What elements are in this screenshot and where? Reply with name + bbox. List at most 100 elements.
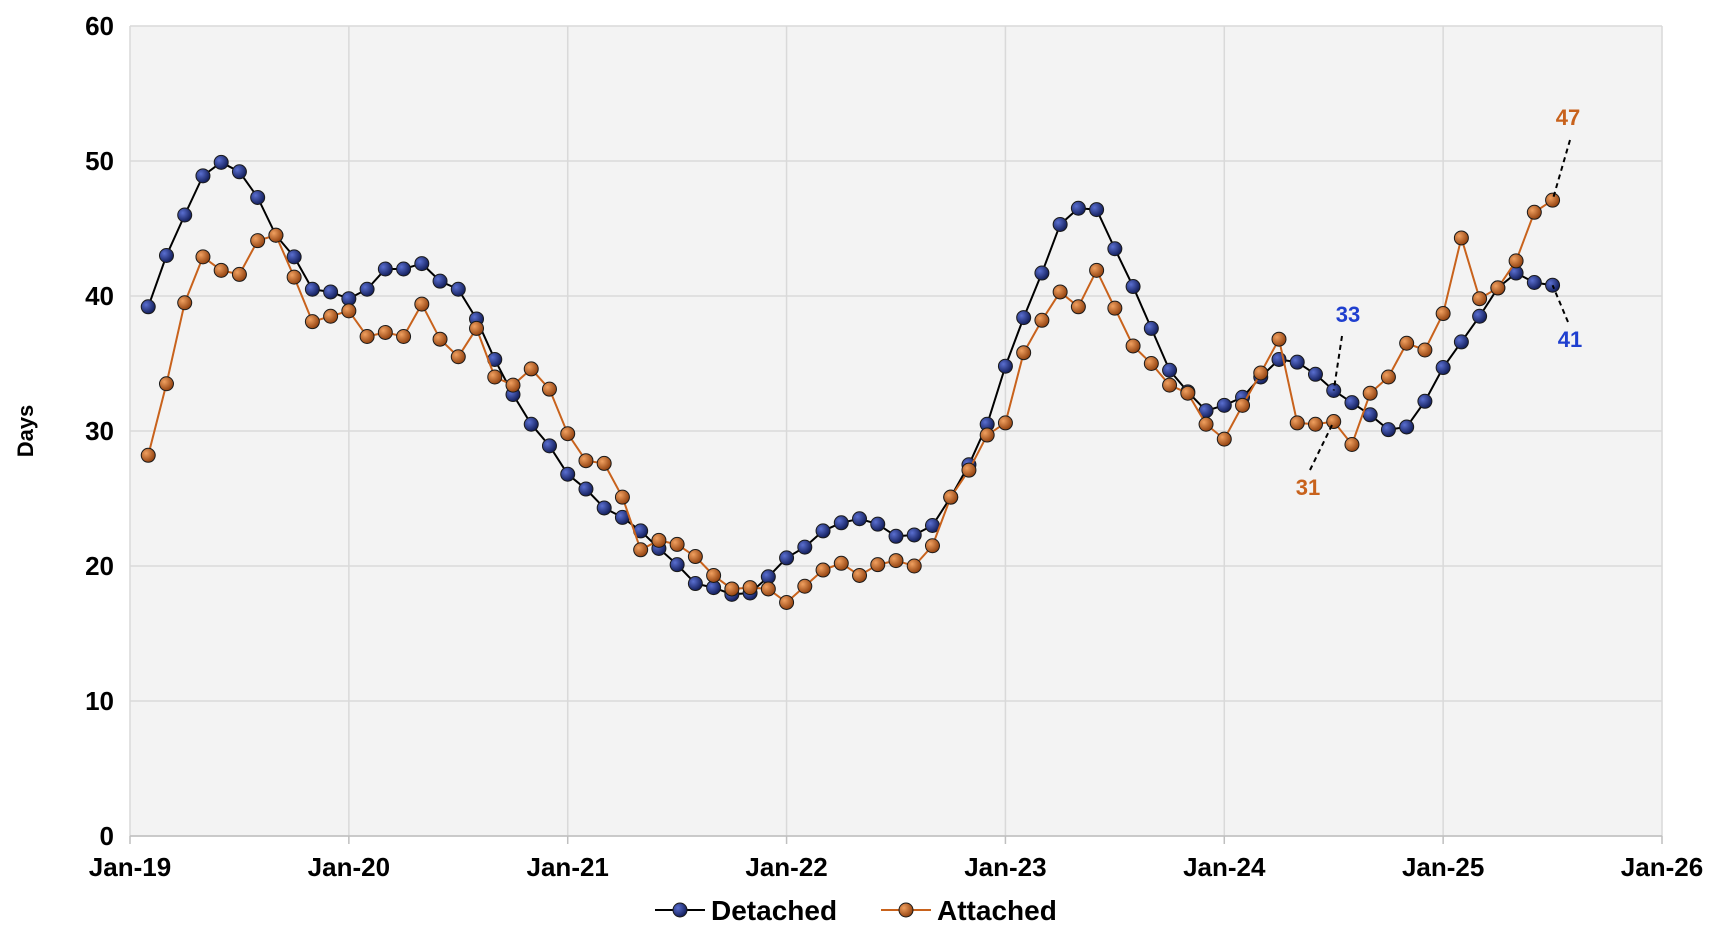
data-point-detached [833,515,849,531]
data-point-attached [1417,342,1433,358]
x-tick-label: Jan-22 [745,852,827,882]
legend-label-detached: Detached [711,895,837,926]
data-point-detached [1016,310,1032,326]
data-point-attached [1490,280,1506,296]
x-tick-label: Jan-21 [527,852,609,882]
legend: Detached Attached [655,895,1057,926]
data-point-attached [706,567,722,583]
data-point-attached [888,553,904,569]
data-point-detached [1472,308,1488,324]
data-point-detached [450,281,466,297]
data-point-attached [286,269,302,285]
data-point-attached [195,249,211,265]
data-point-attached [1380,369,1396,385]
legend-label-attached: Attached [937,895,1057,926]
data-point-attached [852,567,868,583]
x-tick-labels: Jan-19 Jan-20 Jan-21 Jan-22 Jan-23 Jan-24 Jan-… [89,852,1703,882]
y-tick-label: 40 [85,281,114,311]
data-point-attached [1362,385,1378,401]
data-point-detached [304,281,320,297]
data-point-attached [633,542,649,558]
data-point-attached [1399,335,1415,351]
x-tick-label: Jan-24 [1183,852,1266,882]
data-point-attached [1472,291,1488,307]
data-point-attached [304,314,320,330]
data-point-detached [1435,360,1451,376]
data-point-attached [1508,253,1524,269]
data-point-detached [779,550,795,566]
data-point-attached [779,594,795,610]
data-point-detached [1125,279,1141,295]
data-point-detached [578,481,594,497]
data-point-attached [578,453,594,469]
annotation-label: 47 [1556,105,1580,130]
data-point-attached [1052,284,1068,300]
annotations: 47 41 33 31 [1296,105,1582,500]
annotation-leader [1332,335,1343,391]
data-point-attached [1198,416,1214,432]
data-point-attached [1089,262,1105,278]
data-point-detached [1344,395,1360,411]
data-point-detached [195,168,211,184]
data-point-attached [1034,312,1050,328]
data-point-attached [1143,356,1159,371]
data-point-attached [943,489,959,505]
data-point-attached [760,581,776,597]
data-point-attached [231,266,247,282]
data-point-detached [323,284,339,300]
data-point-detached [1052,216,1068,232]
data-point-detached [997,358,1013,374]
data-point-attached [961,462,977,478]
data-point-attached [432,331,448,347]
data-point-detached [396,261,412,277]
data-point-detached [140,299,156,315]
data-point-attached [797,578,813,594]
y-tick-label: 60 [85,11,114,41]
data-point-attached [469,320,485,336]
data-point-attached [614,489,630,505]
data-point-attached [1162,377,1178,393]
data-point-detached [359,281,375,297]
data-point-attached [487,369,503,385]
data-point-detached [560,466,576,482]
data-point-attached [906,558,922,574]
data-point-attached [1016,345,1032,361]
x-tick-label: Jan-20 [308,852,390,882]
data-point-detached [1034,265,1050,281]
annotation-leader [1551,139,1571,201]
data-point-attached [1216,431,1232,447]
data-point-detached [1453,334,1469,350]
data-point-attached [523,361,539,377]
data-point-detached [1162,362,1178,378]
x-tick-label: Jan-23 [964,852,1046,882]
data-point-attached [1271,331,1287,347]
data-point-attached [158,376,174,392]
data-point-attached [396,329,412,344]
data-point-detached [1216,397,1232,413]
data-point-detached [213,154,229,170]
data-point-attached [359,329,375,344]
data-point-attached [1326,414,1342,430]
data-point-attached [1180,385,1196,401]
data-point-attached [979,427,995,443]
x-tick-label: Jan-25 [1402,852,1484,882]
series-layer [140,154,1561,610]
x-tick-label: Jan-26 [1621,852,1703,882]
data-point-attached [833,555,849,571]
data-point-detached [669,557,685,573]
data-point-attached [450,349,466,365]
legend-marker-detached [672,902,688,918]
data-point-detached [1399,419,1415,435]
annotation-label: 41 [1558,327,1582,352]
data-point-detached [596,500,612,516]
data-point-attached [268,227,284,243]
annotation-leader [1551,284,1569,323]
data-point-detached [523,416,539,432]
data-point-detached [286,249,302,265]
data-point-attached [1125,338,1141,354]
data-point-detached [231,164,247,180]
x-tick-label: Jan-19 [89,852,171,882]
data-point-detached [158,248,174,263]
data-point-attached [870,557,886,573]
data-point-detached [1107,241,1123,257]
